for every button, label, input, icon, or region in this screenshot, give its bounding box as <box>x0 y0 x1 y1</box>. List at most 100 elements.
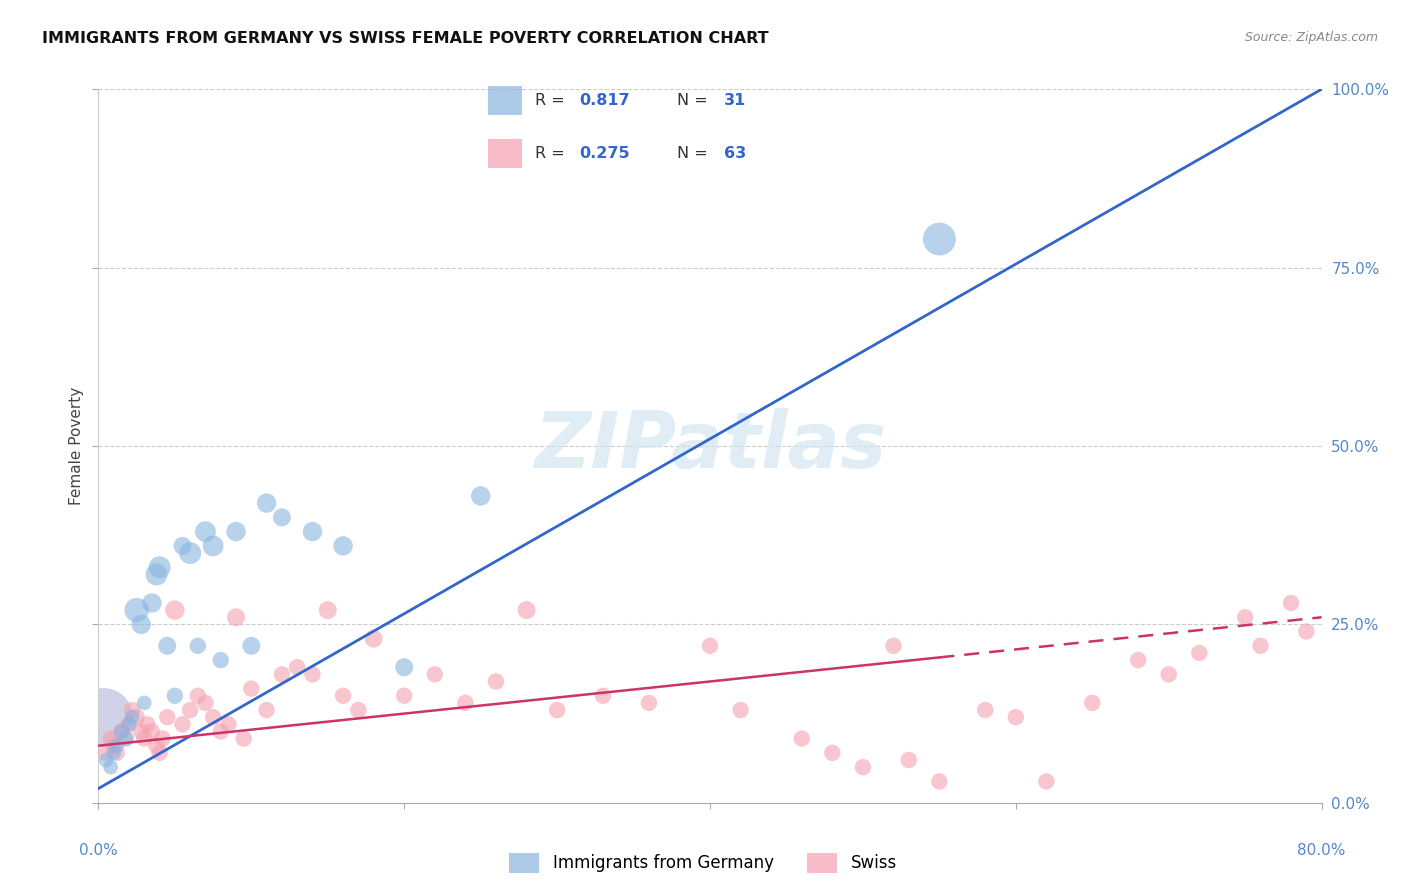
Point <box>332 539 354 553</box>
Point <box>516 603 538 617</box>
Point <box>194 524 217 539</box>
Point <box>134 696 156 710</box>
Point <box>332 689 354 703</box>
Point <box>149 746 172 760</box>
Point <box>141 596 163 610</box>
Point <box>209 653 232 667</box>
Point <box>110 724 132 739</box>
Point <box>94 753 117 767</box>
Point <box>94 746 117 760</box>
Point <box>270 510 294 524</box>
Point <box>152 731 174 746</box>
Point <box>202 539 225 553</box>
Point <box>100 731 122 746</box>
Point <box>270 667 294 681</box>
Point <box>1295 624 1317 639</box>
Point <box>187 639 209 653</box>
Point <box>852 760 875 774</box>
Point <box>156 710 179 724</box>
Point <box>103 739 125 753</box>
Point <box>316 603 339 617</box>
Point <box>347 703 370 717</box>
Point <box>156 639 179 653</box>
Text: 63: 63 <box>724 146 747 161</box>
Point <box>1035 774 1057 789</box>
Y-axis label: Female Poverty: Female Poverty <box>69 387 84 505</box>
Point <box>179 546 201 560</box>
Point <box>141 724 163 739</box>
Point <box>118 717 141 731</box>
Point <box>240 639 263 653</box>
Point <box>638 696 661 710</box>
Point <box>187 689 209 703</box>
Point <box>454 696 477 710</box>
Point <box>592 689 614 703</box>
Point <box>105 746 128 760</box>
Point <box>129 617 152 632</box>
Point <box>121 703 143 717</box>
Point <box>730 703 752 717</box>
Text: Source: ZipAtlas.com: Source: ZipAtlas.com <box>1244 31 1378 45</box>
Point <box>172 717 194 731</box>
Point <box>897 753 920 767</box>
Point <box>821 746 844 760</box>
Text: ZIPatlas: ZIPatlas <box>534 408 886 484</box>
Point <box>1128 653 1150 667</box>
Point <box>1081 696 1104 710</box>
Point <box>392 660 416 674</box>
Point <box>928 774 950 789</box>
Point <box>209 724 232 739</box>
Point <box>790 731 813 746</box>
Point <box>546 703 568 717</box>
Point <box>125 603 148 617</box>
Point <box>202 710 225 724</box>
Point <box>470 489 492 503</box>
Point <box>121 710 143 724</box>
Point <box>240 681 263 696</box>
Text: R =: R = <box>536 146 571 161</box>
Point <box>194 696 217 710</box>
Text: R =: R = <box>536 93 571 108</box>
Point <box>125 710 148 724</box>
Point <box>225 610 247 624</box>
Text: 80.0%: 80.0% <box>1298 843 1346 858</box>
Point <box>105 739 128 753</box>
Point <box>363 632 385 646</box>
Point <box>256 703 278 717</box>
Point <box>285 660 308 674</box>
Point <box>163 603 186 617</box>
Point <box>1004 710 1026 724</box>
Text: N =: N = <box>678 93 713 108</box>
Point <box>225 524 247 539</box>
Point <box>1279 596 1302 610</box>
Text: 0.0%: 0.0% <box>79 843 118 858</box>
Point <box>883 639 905 653</box>
Point <box>145 739 167 753</box>
Text: 0.817: 0.817 <box>579 93 630 108</box>
Point <box>136 717 159 731</box>
Point <box>103 746 125 760</box>
Point <box>172 539 194 553</box>
Point <box>392 689 416 703</box>
Point <box>118 717 141 731</box>
Point <box>1157 667 1180 681</box>
Point <box>232 731 254 746</box>
Point <box>1234 610 1257 624</box>
Point <box>256 496 278 510</box>
Text: 0.275: 0.275 <box>579 146 630 161</box>
Text: IMMIGRANTS FROM GERMANY VS SWISS FEMALE POVERTY CORRELATION CHART: IMMIGRANTS FROM GERMANY VS SWISS FEMALE … <box>42 31 769 46</box>
Point <box>115 731 138 746</box>
Text: 31: 31 <box>724 93 747 108</box>
Point <box>91 710 114 724</box>
Point <box>974 703 997 717</box>
Point <box>1188 646 1211 660</box>
Point <box>423 667 446 681</box>
Point <box>928 232 950 246</box>
Point <box>134 731 156 746</box>
Point <box>1250 639 1272 653</box>
FancyBboxPatch shape <box>488 87 522 115</box>
Point <box>149 560 172 574</box>
Text: N =: N = <box>678 146 713 161</box>
Point <box>145 567 167 582</box>
Point <box>110 724 132 739</box>
